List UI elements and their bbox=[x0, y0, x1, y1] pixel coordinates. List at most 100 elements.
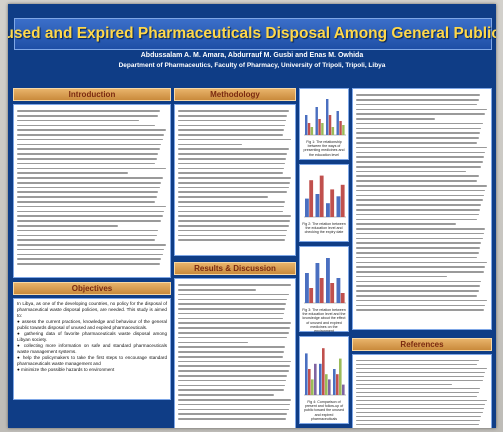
text-line bbox=[356, 232, 485, 235]
methodology-text-lines bbox=[178, 110, 292, 241]
text-line bbox=[356, 180, 478, 182]
figure-bar bbox=[340, 184, 345, 217]
text-line bbox=[356, 399, 487, 401]
text-line bbox=[356, 98, 479, 101]
text-line bbox=[356, 309, 485, 311]
figure-bar bbox=[333, 369, 336, 395]
text-line bbox=[178, 196, 269, 198]
text-line bbox=[178, 298, 288, 301]
figure-bar bbox=[319, 175, 324, 217]
text-line bbox=[178, 398, 291, 401]
text-line bbox=[356, 391, 479, 393]
figure-bar bbox=[325, 374, 328, 395]
figure-bar bbox=[330, 189, 335, 217]
text-line bbox=[17, 248, 164, 251]
introduction-text-lines bbox=[17, 110, 167, 265]
text-line bbox=[356, 170, 466, 173]
text-line bbox=[356, 118, 436, 120]
text-line bbox=[17, 172, 128, 174]
text-line bbox=[356, 375, 485, 377]
text-line bbox=[17, 205, 166, 208]
text-line bbox=[178, 379, 287, 382]
text-line bbox=[356, 395, 478, 397]
text-line bbox=[178, 138, 291, 141]
poster-affiliation: Department of Pharmaceutics, Faculty of … bbox=[118, 62, 386, 69]
text-line bbox=[178, 317, 283, 320]
text-line bbox=[178, 148, 289, 151]
text-line bbox=[178, 370, 289, 372]
methodology-body bbox=[174, 104, 296, 256]
figure-bar bbox=[328, 115, 332, 135]
figure-bar bbox=[319, 278, 324, 303]
text-line bbox=[356, 242, 482, 244]
text-line bbox=[356, 218, 478, 221]
figure-2-caption: Fig 2: The relation between the educatio… bbox=[302, 222, 346, 235]
text-line bbox=[17, 253, 163, 256]
text-line bbox=[17, 110, 160, 112]
figure-bar bbox=[321, 123, 324, 135]
text-line bbox=[178, 418, 287, 420]
text-line bbox=[356, 223, 457, 225]
text-line bbox=[356, 403, 486, 405]
figure-3-chart bbox=[304, 258, 346, 304]
text-line bbox=[178, 153, 288, 155]
figure-bar bbox=[315, 263, 320, 303]
figure-bar bbox=[326, 99, 329, 135]
text-line bbox=[178, 215, 291, 217]
text-line bbox=[178, 110, 289, 112]
figure-bar bbox=[308, 369, 311, 395]
text-line bbox=[356, 256, 478, 259]
poster-title: Practices of Unused and Expired Pharmace… bbox=[8, 18, 496, 50]
text-line bbox=[356, 94, 481, 96]
text-line bbox=[17, 158, 157, 160]
text-line bbox=[178, 220, 290, 222]
figure-bar bbox=[315, 107, 318, 135]
text-line bbox=[17, 224, 118, 227]
objective-item: ● help the policymakers to take the firs… bbox=[17, 355, 167, 366]
text-line bbox=[178, 322, 291, 325]
text-line bbox=[17, 186, 160, 189]
figure-bar bbox=[318, 119, 321, 135]
text-line bbox=[356, 142, 478, 144]
figure-bar bbox=[330, 283, 335, 303]
figure-bar bbox=[314, 363, 317, 395]
text-line bbox=[178, 346, 286, 348]
text-line bbox=[356, 204, 482, 206]
text-line bbox=[17, 148, 160, 151]
text-line bbox=[178, 384, 286, 387]
text-line bbox=[17, 162, 155, 165]
figure-bar bbox=[310, 127, 314, 135]
text-line bbox=[178, 177, 291, 179]
text-line bbox=[178, 293, 289, 296]
text-line bbox=[178, 288, 256, 291]
text-line bbox=[178, 114, 288, 117]
text-line bbox=[178, 191, 288, 194]
column-right: References bbox=[352, 88, 492, 428]
text-line bbox=[17, 181, 161, 184]
figure-bar bbox=[305, 353, 308, 395]
text-line bbox=[17, 119, 139, 122]
text-line bbox=[356, 161, 483, 163]
text-line bbox=[356, 156, 485, 158]
references-text-lines bbox=[356, 359, 488, 425]
text-line bbox=[178, 341, 248, 344]
text-line bbox=[356, 379, 483, 381]
text-line bbox=[178, 284, 291, 286]
text-line bbox=[178, 375, 288, 377]
text-line bbox=[178, 312, 285, 315]
text-line bbox=[17, 258, 161, 260]
text-line bbox=[178, 205, 285, 208]
text-line bbox=[356, 185, 487, 187]
text-line bbox=[356, 113, 486, 115]
references-body bbox=[352, 354, 492, 428]
objective-item: ● gathering data of favorite pharmaceuti… bbox=[17, 331, 167, 342]
text-line bbox=[356, 146, 487, 149]
figure-3-caption: Fig 3: The relation between the educatio… bbox=[302, 308, 346, 334]
text-line bbox=[356, 132, 481, 135]
text-line bbox=[17, 229, 158, 232]
figure-4: Fig 4: Comparison of present and follow-… bbox=[299, 336, 349, 424]
text-line bbox=[356, 108, 487, 111]
figure-bar bbox=[307, 123, 311, 135]
text-line bbox=[356, 199, 483, 201]
methodology-heading: Methodology bbox=[174, 88, 296, 101]
